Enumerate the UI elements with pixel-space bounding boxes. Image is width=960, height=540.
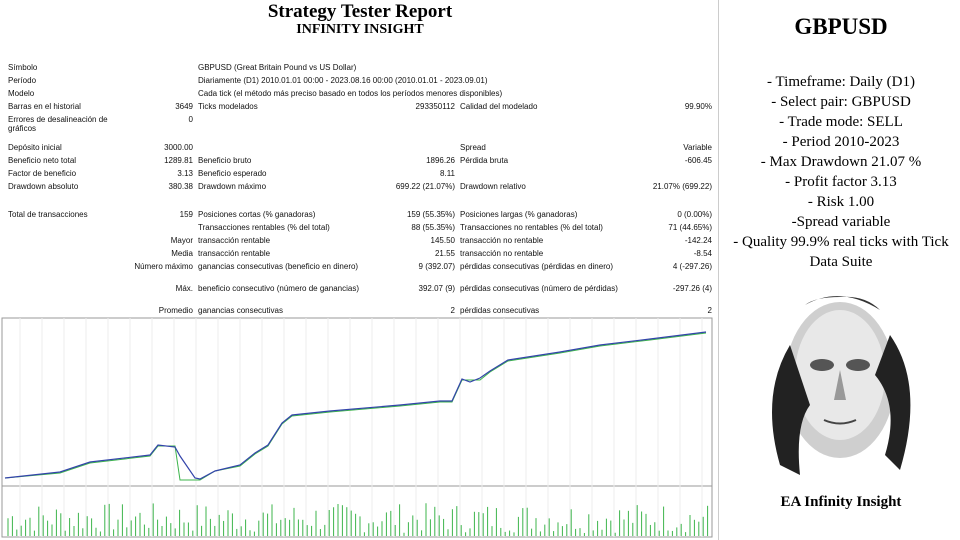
report-cell: ganancias consecutivas (beneficio en din… [198,262,359,271]
report-cell: 9 (392.07) [418,262,455,271]
panel-title: GBPUSD [794,14,888,39]
panel-lines: - Timeframe: Daily (D1) - Select pair: GB… [726,72,956,272]
report-cell: 4 (-297.26) [672,262,712,271]
report-cell: Pérdida bruta [460,156,509,165]
panel-line: - Period 2010-2023 [782,134,900,150]
report-cell: 3649 [175,102,193,111]
panel-line: - Profit factor 3.13 [785,174,897,190]
report-cell: 2 [707,306,712,315]
report-cell: 392.07 (9) [418,284,455,293]
report-cell: Mayor [170,236,193,245]
report-cell: 1289.81 [164,156,193,165]
report-cell: Beneficio bruto [198,156,252,165]
panel-line: -Spread variable [791,214,891,230]
report-cell: Modelo [8,89,35,98]
report-cell: 0 (0.00%) [677,210,712,219]
equity-chart [1,317,713,538]
report-cell: 8.11 [440,169,455,178]
grid [19,318,703,537]
report-cell: Depósito inicial [8,143,62,152]
panel-line: - Quality 99.9% real ticks with Tick Dat… [733,234,949,270]
report-cell: -142.24 [684,236,712,245]
panel-caption: EA Infinity Insight [780,494,902,510]
report-cell: Calidad del modelado [460,102,538,111]
report-cell: Transacciones rentables (% del total) [198,223,330,232]
report-cell: Drawdown relativo [460,182,526,191]
volume-bars [7,503,709,536]
panel-line: - Trade mode: SELL [779,114,903,130]
report-cell: 145.50 [430,236,455,245]
report-cell: Errores de desalineación de gráficos [8,115,108,133]
report-cell: 99.90% [684,102,712,111]
report-cell: 3.13 [177,169,193,178]
report-cell: Barras en el historial [8,102,81,111]
report-cell: 21.07% (699.22) [652,182,712,191]
balance-line [4,332,707,481]
report-cell: Promedio [158,306,193,315]
report-title: Strategy Tester Report [267,1,453,22]
chart-frame [1,317,713,538]
report-cell: Posiciones cortas (% ganadoras) [198,210,316,219]
report-cell: 1896.26 [426,156,455,165]
report-cell: Beneficio neto total [8,156,77,165]
report-cell: Período [8,76,37,85]
face-illustration [772,296,911,475]
report-cell: transacción no rentable [460,249,544,258]
report-cell: Diariamente (D1) 2010.01.01 00:00 - 2023… [198,76,488,85]
report-cell: 159 (55.35%) [406,210,455,219]
report-cell: Transacciones no rentables (% del total) [460,223,603,232]
report-cell: Símbolo [8,63,38,72]
report-cell: Máx. [175,284,193,293]
report-cell: 293350112 [415,102,455,111]
report-cell: ganancias consecutivas [198,306,283,315]
report-cell: transacción rentable [198,236,271,245]
report-cell: Factor de beneficio [8,169,77,178]
report-cell: Ticks modelados [198,102,258,111]
report-cell: 88 (55.35%) [411,223,455,232]
divider [718,0,719,540]
report-cell: GBPUSD (Great Britain Pound vs US Dollar… [198,63,357,72]
panel-line: - Max Drawdown 21.07 % [760,154,922,170]
report-subtitle: INFINITY INSIGHT [296,22,424,37]
report-cell: pérdidas consecutivas (pérdidas en diner… [460,262,613,271]
report-cell: transacción no rentable [460,236,544,245]
report-cell: 0 [188,115,193,124]
report-cell: Variable [683,143,712,152]
report-cell: Spread [460,143,486,152]
report-cell: pérdidas consecutivas (número de pérdida… [460,284,618,293]
report-cell: Drawdown máximo [198,182,267,191]
report-cell: 699.22 (21.07%) [395,182,455,191]
report-cell: Total de transacciones [8,210,88,219]
panel-line: - Timeframe: Daily (D1) [767,74,915,90]
report-cell: 2 [450,306,455,315]
report-cell: -606.45 [684,156,712,165]
report-cell: Posiciones largas (% ganadoras) [460,210,578,219]
report-cell: 159 [179,210,193,219]
report-cell: Cada tick (el método más preciso basado … [198,89,503,98]
report-cell: Media [171,249,193,258]
report-cell: 380.38 [168,182,193,191]
report-cell: transacción rentable [198,249,271,258]
report-cell: 21.55 [434,249,455,258]
report-cell: -297.26 (4) [672,284,712,293]
report-cell: -8.54 [693,249,712,258]
report-cell: 3000.00 [164,143,193,152]
report-cell: beneficio consecutivo (número de gananci… [198,284,359,293]
report-cell: Número máximo [134,262,193,271]
panel-line: - Select pair: GBPUSD [771,94,911,110]
equity-line [4,331,707,480]
report-cell: pérdidas consecutivas [460,306,540,315]
report-cell: Beneficio esperado [198,169,267,178]
report-cell: Drawdown absoluto [8,182,79,191]
panel-line: - Risk 1.00 [807,194,875,210]
report-cell: 71 (44.65%) [668,223,712,232]
